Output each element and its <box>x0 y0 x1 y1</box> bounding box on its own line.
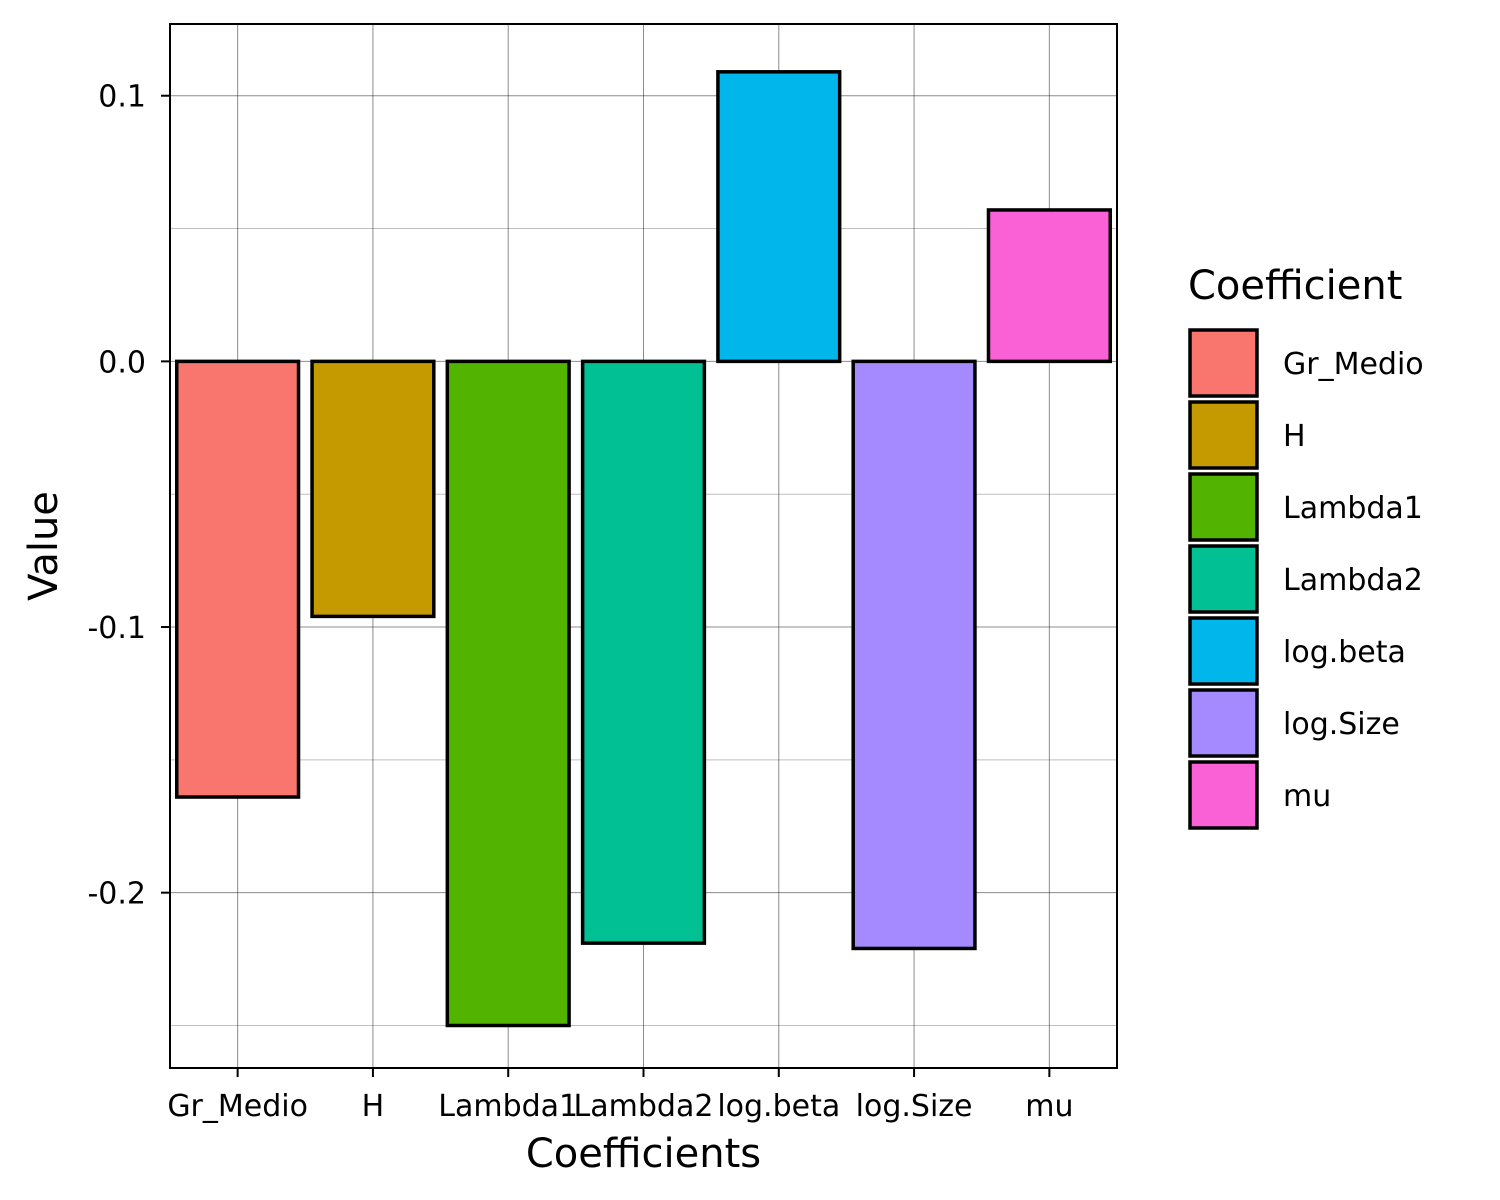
x-tick-label: mu <box>1025 1089 1073 1124</box>
legend-label: H <box>1283 419 1306 454</box>
bar-h <box>310 359 436 619</box>
legend-swatch <box>1188 616 1259 686</box>
bar-gr-medio <box>175 359 301 799</box>
x-tick-label: H <box>362 1089 385 1124</box>
legend-swatch <box>1188 472 1259 542</box>
y-tick-label: -0.2 <box>87 877 146 912</box>
legend-label: log.Size <box>1283 707 1400 742</box>
x-tick-label: Gr_Medio <box>167 1089 308 1124</box>
bar-lambda1 <box>445 359 571 1028</box>
x-tick-label: Lambda2 <box>574 1089 714 1124</box>
y-tick-label: -0.1 <box>87 611 146 646</box>
x-axis-title: Coefficients <box>526 1131 761 1177</box>
legend-label: Lambda2 <box>1283 563 1423 598</box>
y-tick-label: 0.0 <box>98 345 146 380</box>
legend-swatch <box>1188 544 1259 614</box>
legend-label: Gr_Medio <box>1283 347 1424 382</box>
legend: Coefficient Gr_Medio H Lambda1 Lambda2 log.b… <box>1188 263 1424 830</box>
legend-label: mu <box>1283 779 1331 814</box>
legend-swatch <box>1188 328 1259 398</box>
bars <box>175 70 1112 1028</box>
x-tick-label: log.beta <box>717 1089 840 1124</box>
legend-label: log.beta <box>1283 635 1406 670</box>
bar-lambda2 <box>580 359 707 945</box>
x-tick-label: Lambda1 <box>438 1089 578 1124</box>
y-axis-title: Value <box>21 491 67 601</box>
bar-log-size <box>851 359 977 951</box>
legend-label: Lambda1 <box>1283 491 1423 526</box>
legend-swatch <box>1188 688 1259 758</box>
y-tick-label: 0.1 <box>98 80 146 115</box>
legend-title: Coefficient <box>1188 263 1402 309</box>
bar-mu <box>986 208 1112 364</box>
legend-swatch <box>1188 760 1259 830</box>
legend-swatch <box>1188 400 1259 470</box>
bar-log-beta <box>716 70 842 364</box>
x-tick-label: log.Size <box>856 1089 973 1124</box>
